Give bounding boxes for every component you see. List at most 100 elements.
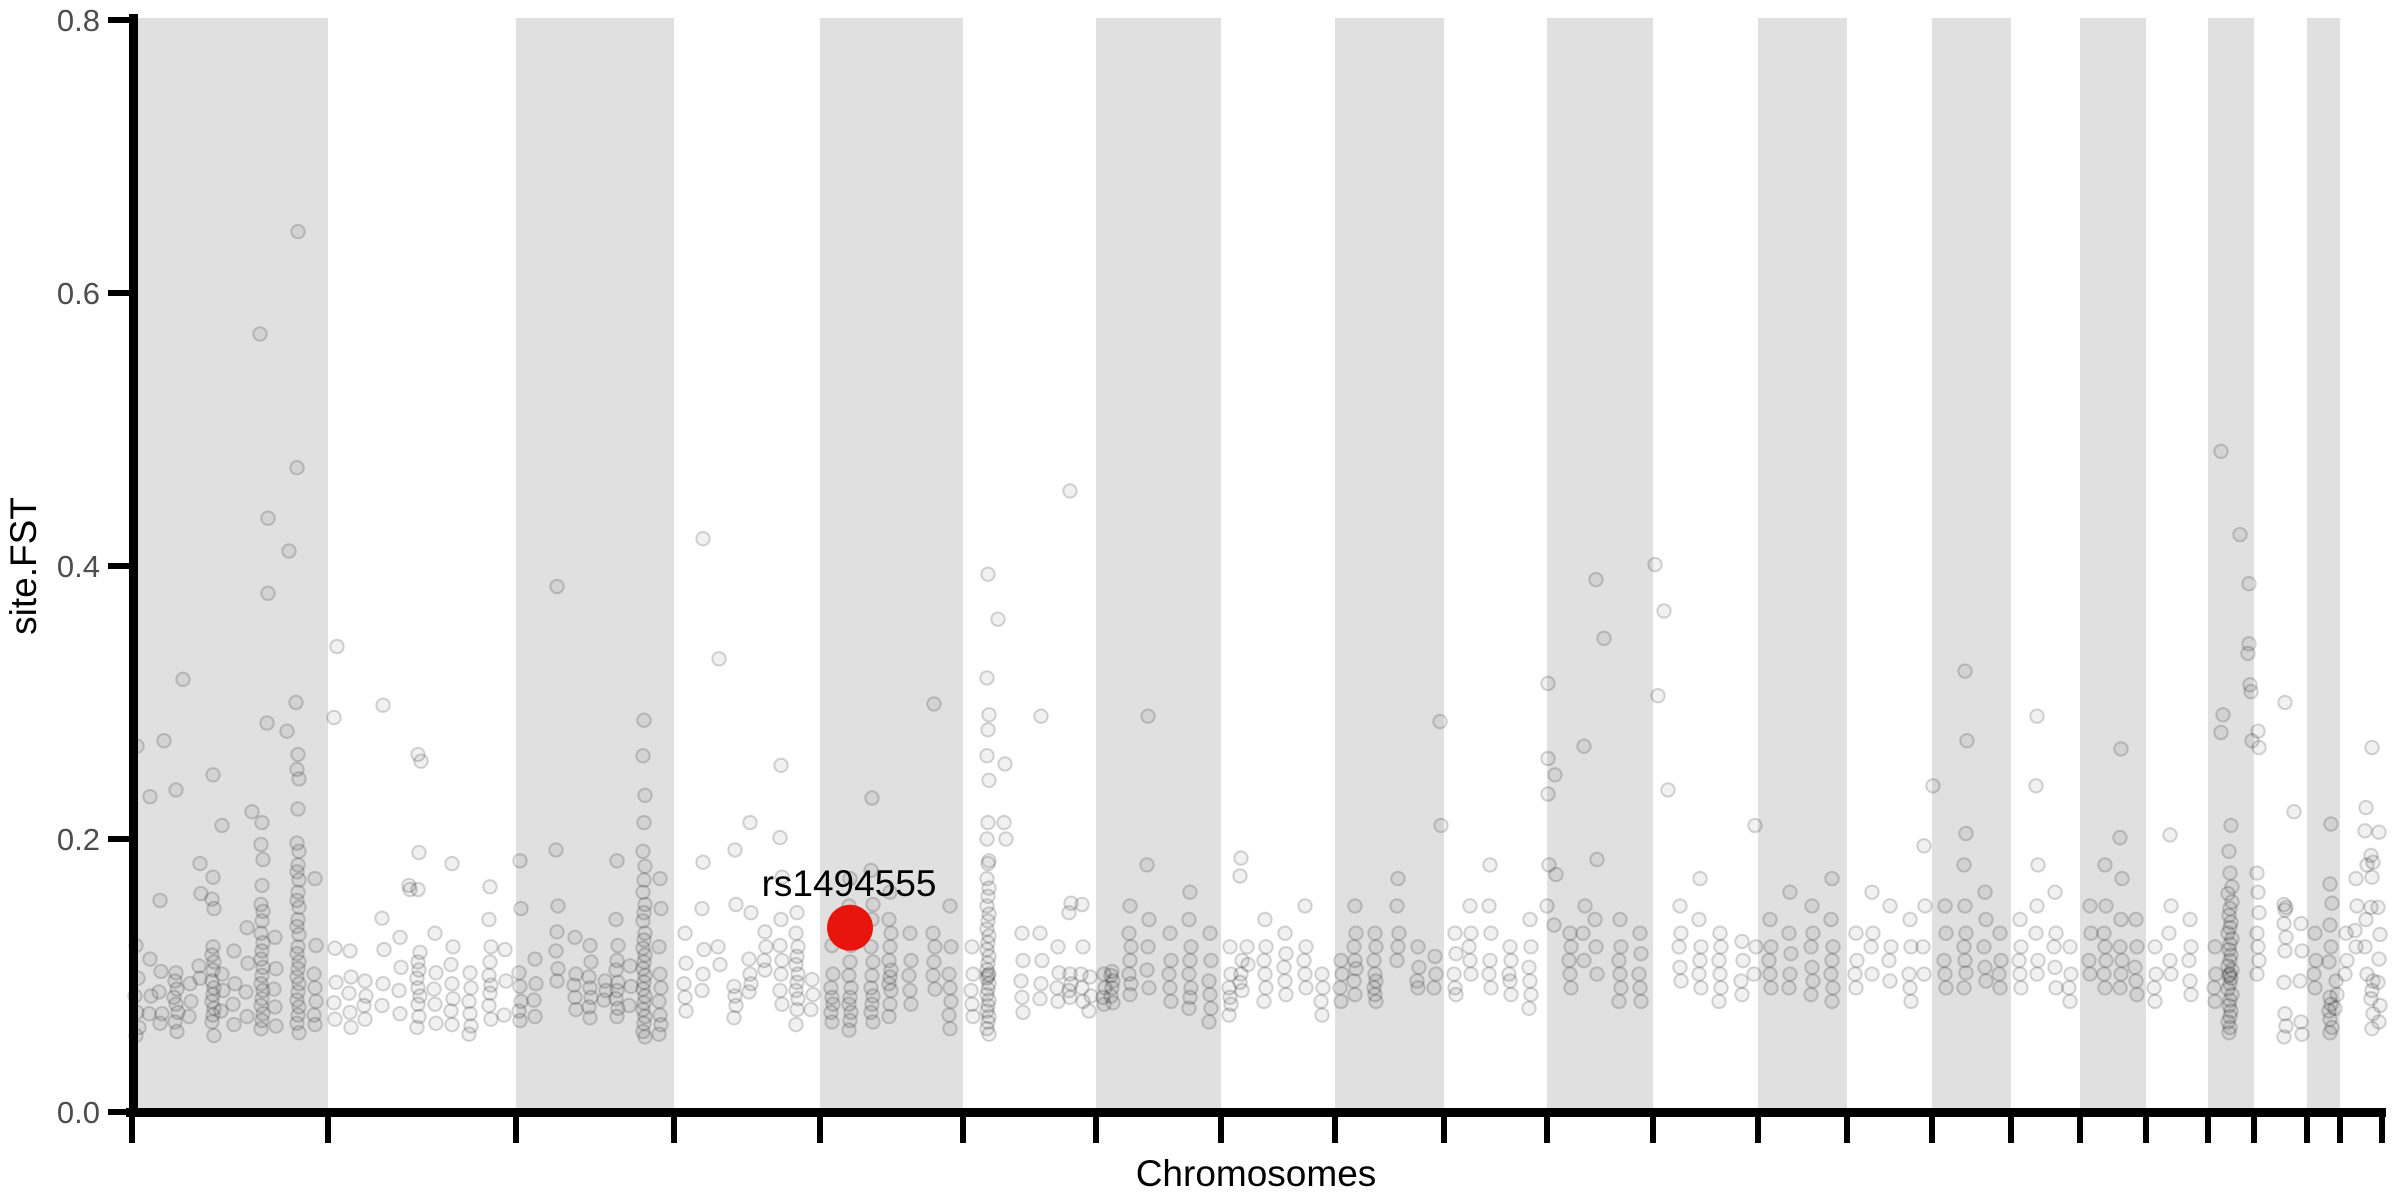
snp-point	[1650, 688, 1666, 704]
snp-point	[1823, 966, 1839, 982]
snp-point	[789, 974, 805, 990]
snp-point	[980, 855, 996, 872]
snp-point	[1712, 966, 1728, 982]
snp-point	[513, 993, 529, 1010]
snp-point	[1051, 965, 1067, 981]
snp-point	[979, 921, 995, 937]
snp-point	[548, 842, 564, 858]
y-axis-tick-label: 0.2	[57, 822, 100, 857]
snp-point	[2213, 724, 2229, 741]
snp-point	[1426, 980, 1442, 996]
snp-point	[1522, 973, 1538, 989]
snp-point	[289, 835, 305, 851]
x-axis-ticks	[129, 1117, 2385, 1143]
snp-point	[2221, 967, 2237, 984]
snp-point	[637, 925, 653, 941]
snp-point	[1804, 959, 1820, 975]
snp-point	[513, 900, 529, 917]
snp-point	[341, 985, 357, 1001]
snp-point	[281, 543, 297, 559]
snp-point	[711, 651, 727, 667]
snp-point	[1882, 973, 1898, 989]
snp-point	[635, 913, 651, 929]
snp-point	[1462, 898, 1478, 914]
snp-point	[635, 748, 651, 764]
snp-point	[260, 510, 276, 526]
snp-point	[1711, 952, 1727, 969]
snp-point	[2224, 986, 2240, 1003]
snp-point	[1691, 966, 1707, 982]
snp-point	[343, 969, 359, 985]
snp-point	[1823, 911, 1839, 928]
snp-point	[824, 989, 840, 1005]
x-axis-tick	[2008, 1117, 2014, 1143]
snp-point	[169, 1023, 185, 1040]
snp-point	[1825, 980, 1841, 996]
snp-point	[805, 986, 821, 1003]
snp-point	[1957, 898, 1973, 914]
snp-point	[1991, 966, 2007, 982]
snp-point	[2082, 898, 2098, 914]
snp-point	[267, 929, 283, 945]
snp-point	[463, 1018, 479, 1034]
snp-point	[652, 966, 668, 982]
chromosome-band-11	[1547, 18, 1653, 1108]
snp-point	[411, 962, 427, 978]
snp-point	[980, 814, 996, 831]
snp-point	[2047, 884, 2063, 900]
snp-point	[1936, 952, 1952, 969]
snp-point	[1103, 988, 1119, 1004]
snp-point	[942, 898, 958, 914]
snp-point	[609, 952, 625, 969]
snp-point	[548, 943, 564, 959]
snp-point	[291, 976, 307, 992]
snp-point	[2306, 966, 2322, 982]
snp-point	[1712, 925, 1728, 941]
snp-point	[2114, 870, 2130, 887]
snp-point	[1141, 980, 1157, 996]
snp-point	[925, 925, 941, 941]
snp-point	[549, 973, 565, 989]
snp-point	[526, 992, 542, 1008]
snp-point	[1103, 967, 1119, 984]
snp-point	[254, 967, 270, 984]
snp-point	[2147, 993, 2163, 1010]
snp-point	[728, 896, 744, 913]
snp-point	[2251, 905, 2267, 921]
snp-point	[1647, 556, 1663, 573]
snp-point	[608, 991, 624, 1007]
snp-point	[2359, 857, 2375, 873]
x-axis-tick	[1755, 1117, 1761, 1143]
snp-point	[2249, 865, 2265, 881]
snp-point	[1561, 952, 1577, 969]
snp-point	[1611, 993, 1627, 1010]
snp-point	[2323, 816, 2339, 832]
snp-point	[925, 967, 941, 984]
snp-point	[990, 611, 1006, 627]
snp-point	[409, 1019, 425, 1036]
x-axis-tick	[2143, 1117, 2149, 1143]
snp-point	[1576, 738, 1592, 754]
snp-point	[1297, 898, 1313, 914]
x-axis-tick	[2337, 1117, 2343, 1143]
snp-point	[636, 1015, 652, 1031]
snp-point	[582, 980, 598, 996]
snp-point	[205, 986, 221, 1003]
snp-point	[2223, 914, 2239, 930]
snp-point	[635, 981, 651, 997]
snp-point	[1864, 884, 1880, 900]
snp-point	[1049, 980, 1065, 996]
snp-point	[1082, 969, 1098, 985]
snp-point	[483, 977, 499, 993]
snp-point	[1122, 898, 1138, 914]
snp-point	[1711, 993, 1727, 1010]
snp-point	[652, 870, 668, 887]
snp-point	[1258, 980, 1274, 996]
snp-point	[980, 1014, 996, 1030]
snp-point	[2339, 952, 2355, 969]
snp-point	[2083, 925, 2099, 941]
snp-point	[1446, 966, 1462, 982]
snp-point	[926, 954, 942, 970]
snp-point	[1315, 980, 1331, 996]
snp-point	[2372, 997, 2388, 1014]
